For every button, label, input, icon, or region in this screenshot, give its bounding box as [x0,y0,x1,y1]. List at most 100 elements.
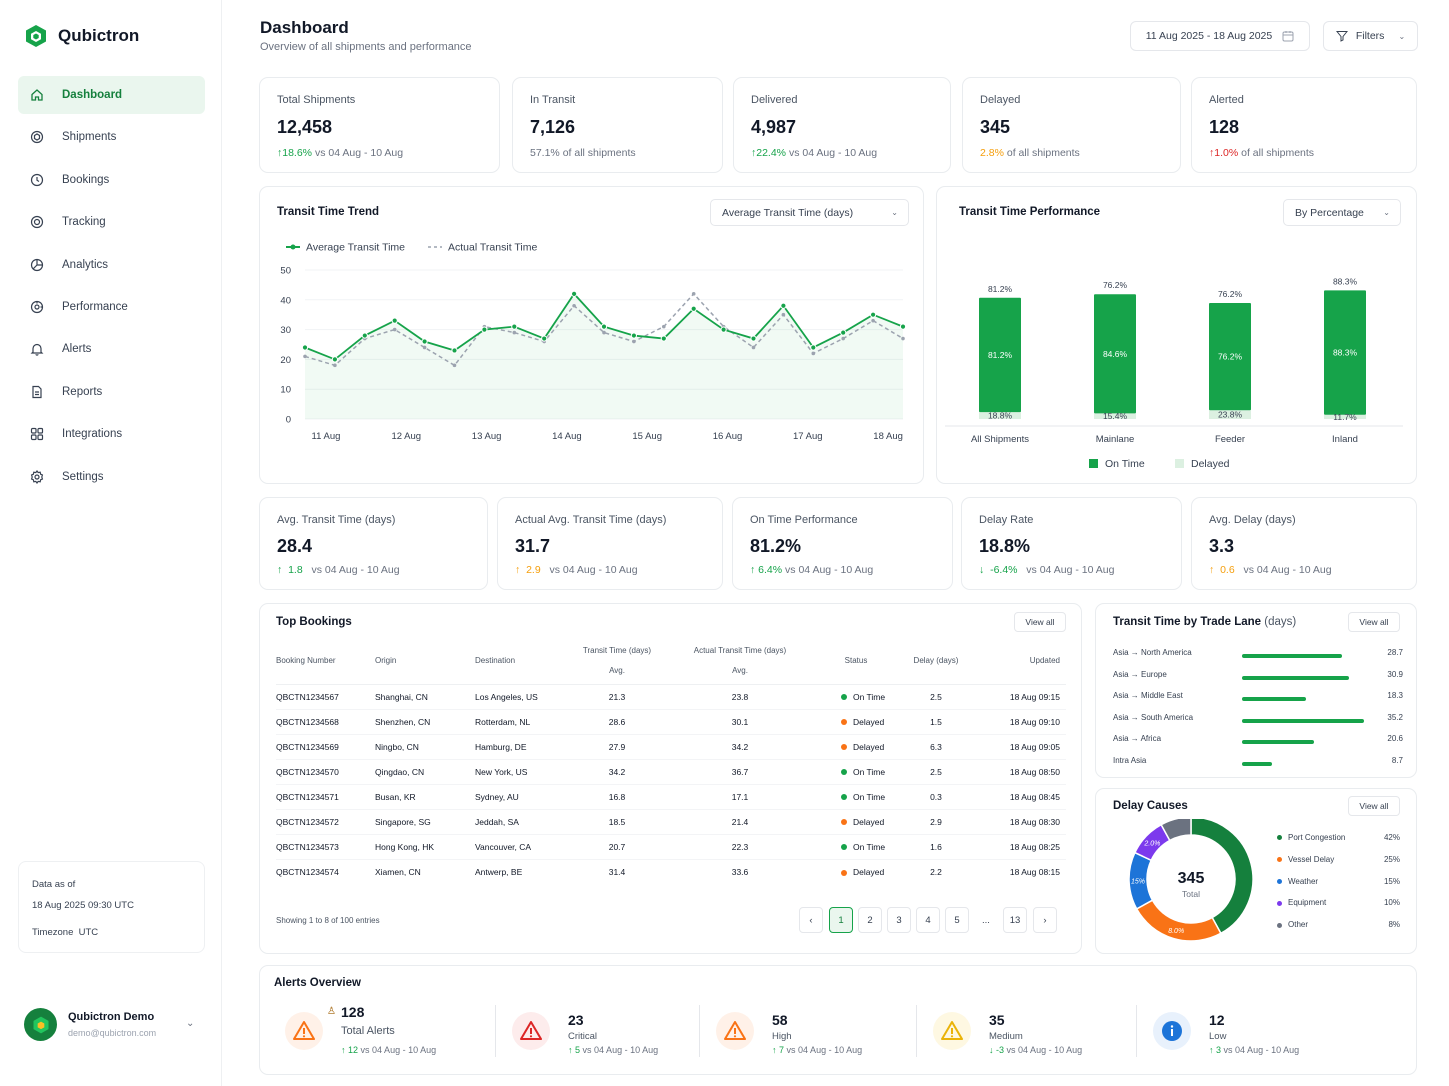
column-header[interactable]: Transit Time (days) Avg. [567,638,667,684]
sidebar-item-dashboard[interactable]: Dashboard [18,76,205,114]
data-point[interactable] [899,323,907,330]
sidebar-item-analytics[interactable]: Analytics [18,246,205,284]
column-header[interactable]: Destination [475,656,516,666]
bar-group[interactable]: 76.2% 84.6% 15.4% Mainlane [1094,280,1136,445]
column-header[interactable]: Delay (days) [913,656,959,666]
kpi-card-alerted[interactable]: Alerted 128 ↑1.0% of all shipments [1191,77,1417,173]
metric-card-avg-transit[interactable]: Avg. Transit Time (days) 28.4 ↑ 1.8 vs 0… [259,497,488,590]
bar-delayed[interactable] [1324,414,1366,419]
pagination-page-2[interactable]: 2 [858,907,882,933]
filters-button[interactable]: Filters ⌄ [1323,21,1418,51]
bar-on-time[interactable] [1324,290,1366,415]
metric-card-delay-rate[interactable]: Delay Rate 18.8% ↓ -6.4% vs 04 Aug - 10 … [961,497,1182,590]
trade-lane-row[interactable]: Asia → Africa 20.6 [1113,734,1403,754]
sidebar-item-alerts[interactable]: Alerts [18,330,205,368]
data-point[interactable] [481,326,488,333]
trade-lane-row[interactable]: Asia → Middle East 18.3 [1113,691,1403,711]
column-header[interactable]: Updated [1029,656,1060,666]
data-point[interactable] [841,336,845,341]
pagination-prev-button[interactable]: ‹ [799,907,823,933]
perf-view-select[interactable]: By Percentage ⌄ [1283,199,1401,226]
date-range-picker[interactable]: 11 Aug 2025 - 18 Aug 2025 [1130,21,1310,51]
data-point[interactable] [750,335,757,342]
data-point[interactable] [720,326,727,333]
chevron-down-icon[interactable]: ⌄ [186,1018,195,1029]
data-point[interactable] [780,302,787,309]
data-point[interactable] [391,317,398,324]
data-point[interactable] [392,327,397,332]
kpi-card-in-transit[interactable]: In Transit 7,126 57.1% of all shipments [512,77,723,173]
trade-lane-row[interactable]: Asia → Europe 30.9 [1113,670,1403,690]
data-point[interactable] [571,290,578,297]
data-point[interactable] [512,330,517,335]
metric-card-actual-avg-transit[interactable]: Actual Avg. Transit Time (days) 31.7 ↑ 2… [497,497,723,590]
data-point[interactable] [871,318,875,323]
column-header[interactable]: Booking Number [276,656,336,666]
metric-select[interactable]: Average Transit Time (days) ⌄ [710,199,909,226]
alert-summary-item[interactable]: 35 Medium ↓ -3 vs 04 Aug - 10 Aug [933,1004,1123,1064]
view-all-lanes-button[interactable]: View all [1348,612,1400,632]
bar-delayed[interactable] [1209,410,1251,419]
data-point[interactable] [600,323,608,330]
data-point[interactable] [810,344,817,351]
view-all-bookings-button[interactable]: View all [1014,612,1066,632]
data-point[interactable] [660,335,667,342]
bar-group[interactable]: 81.2% 81.2% 18.8% All Shipments [971,284,1029,445]
trade-lane-row[interactable]: Intra Asia 8.7 [1113,756,1403,776]
data-point[interactable] [630,332,637,339]
data-point[interactable] [691,292,696,296]
bar-on-time[interactable] [979,297,1021,413]
kpi-card-delivered[interactable]: Delivered 4,987 ↑22.4% vs 04 Aug - 10 Au… [733,77,951,173]
sidebar-item-settings[interactable]: Settings [18,458,205,496]
data-point[interactable] [331,356,339,363]
data-point[interactable] [511,323,518,330]
data-point[interactable] [901,336,905,341]
table-row[interactable]: QBCTN1234574 Xiamen, CN Antwerp, BE 31.4 33.… [276,859,1066,884]
logo[interactable]: Qubictron [24,24,139,48]
alert-summary-item[interactable]: 12 Low ↑ 3 vs 04 Aug - 10 Aug [1153,1004,1343,1064]
bar-on-time[interactable] [1209,302,1251,411]
bar-group[interactable]: 76.2% 76.2% 23.8% Feeder [1209,289,1251,445]
alert-summary-item[interactable]: 58 High ↑ 7 vs 04 Aug - 10 Aug [716,1004,906,1064]
column-header[interactable]: Actual Transit Time (days) Avg. [667,638,813,684]
data-point[interactable] [632,339,636,344]
bar-delayed[interactable] [1094,413,1136,419]
data-point[interactable] [751,345,756,350]
pagination-page-4[interactable]: 4 [916,907,940,933]
data-point[interactable] [690,305,697,312]
sidebar-item-performance[interactable]: Performance [18,288,205,326]
donut-slice[interactable] [1160,819,1192,842]
data-point[interactable] [602,330,606,335]
data-point[interactable] [572,303,576,308]
kpi-card-delayed[interactable]: Delayed 345 2.8% of all shipments [962,77,1181,173]
sidebar-item-integrations[interactable]: Integrations [18,415,205,453]
data-point[interactable] [781,312,786,317]
alert-summary-item[interactable]: 128 Total Alerts ↑ 12 vs 04 Aug - 10 Aug ♙ [285,1004,475,1064]
data-point[interactable] [361,332,368,339]
kpi-card-total-shipments[interactable]: Total Shipments 12,458 ↑18.6% vs 04 Aug … [259,77,500,173]
pagination-page-13[interactable]: 13 [1003,907,1027,933]
column-header[interactable]: Status [844,656,868,666]
pagination-page-5[interactable]: 5 [945,907,969,933]
user-profile[interactable]: Qubictron Demo demo@qubictron.com [24,1008,156,1041]
pagination-next-button[interactable]: › [1033,907,1057,933]
data-point[interactable] [662,324,666,329]
data-point[interactable] [451,347,458,354]
table-row[interactable]: QBCTN1234569 Ningbo, CN Hamburg, DE 27.9 34.… [276,734,1066,759]
data-point[interactable] [811,351,816,356]
data-point[interactable] [870,311,877,318]
bar-group[interactable]: 88.3% 88.3% 11.7% Inland [1324,276,1366,445]
sidebar-item-shipments[interactable]: Shipments [18,118,205,156]
bar-delayed[interactable] [979,412,1021,419]
column-header[interactable]: Origin [375,656,397,666]
data-point[interactable] [301,344,309,351]
table-row[interactable]: QBCTN1234570 Qingdao, CN New York, US 34.2 3… [276,759,1066,784]
data-point[interactable] [303,354,307,359]
sidebar-item-tracking[interactable]: Tracking [18,203,205,241]
bar-on-time[interactable] [1094,294,1136,414]
data-point[interactable] [452,363,457,368]
data-point[interactable] [421,338,428,345]
pagination-page-3[interactable]: 3 [887,907,911,933]
data-point[interactable] [541,335,548,342]
sidebar-item-reports[interactable]: Reports [18,373,205,411]
